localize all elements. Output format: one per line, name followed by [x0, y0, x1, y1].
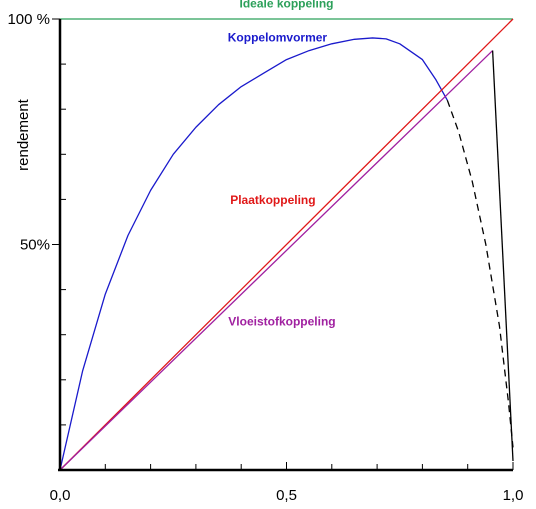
x-tick-label: 0,5	[276, 487, 297, 504]
series-line	[59, 18, 514, 471]
series-label: Koppelomvormer	[228, 31, 328, 45]
series-line	[446, 99, 514, 448]
tick-labels: 0,0 0,5 1,0 50% 100 %	[7, 11, 523, 504]
y-axis-title: rendement	[15, 98, 32, 171]
minor-ticks	[52, 18, 514, 470]
series-layer	[59, 18, 514, 471]
series-line	[59, 37, 448, 471]
x-tick-label: 0,0	[50, 487, 71, 504]
series-line	[491, 50, 514, 462]
series-label: Ideale koppeling	[239, 0, 333, 11]
annotations: Ideale koppeling Koppelomvormer Plaatkoppe…	[228, 0, 336, 329]
x-tick-label: 1,0	[503, 487, 524, 504]
series-label: Vloeistofkoppeling	[228, 315, 335, 329]
y-tick-label: 100 %	[7, 11, 50, 28]
series-line	[59, 50, 494, 471]
y-tick-label: 50%	[20, 237, 50, 254]
series-label: Plaatkoppeling	[230, 193, 315, 207]
